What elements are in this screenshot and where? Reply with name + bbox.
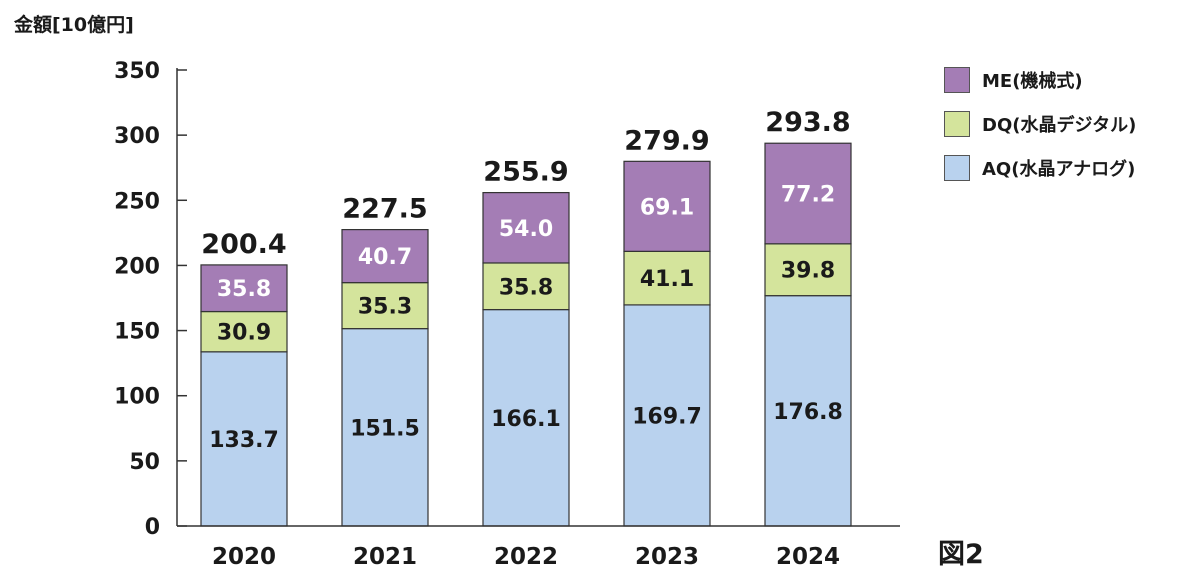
total-label-2024: 293.8 — [765, 107, 850, 138]
total-label-2023: 279.9 — [624, 125, 709, 156]
data-label-me-2024: 77.2 — [781, 183, 835, 208]
bar-segment-aq-2022 — [482, 308, 570, 527]
data-label-me-2022: 54.0 — [499, 217, 553, 242]
data-label-me-2023: 69.1 — [640, 195, 694, 220]
legend-item-dq: DQ(水晶デジタル) — [944, 110, 1136, 138]
legend-swatch-dq — [944, 111, 970, 137]
total-label-2020: 200.4 — [201, 229, 286, 260]
y-tick-label-300: 300 — [114, 124, 160, 149]
data-label-aq-2023: 169.7 — [632, 404, 702, 429]
legend-item-me: ME(機械式) — [944, 66, 1136, 94]
x-tick-label-2023: 2023 — [635, 544, 699, 570]
legend-label-me: ME(機械式) — [982, 71, 1083, 92]
bar-segment-me-2024 — [764, 142, 852, 245]
bar-segment-me-2023 — [623, 160, 711, 252]
data-label-dq-2020: 30.9 — [217, 321, 271, 346]
data-label-aq-2022: 166.1 — [491, 407, 561, 432]
x-tick-label-2020: 2020 — [212, 544, 276, 570]
x-tick-label-2024: 2024 — [776, 544, 840, 570]
bar-segment-me-2020 — [200, 264, 288, 313]
bars-group: 133.7 30.9 35.8 200.4 151.5 35.3 40.7 227.5 166.… — [200, 107, 852, 527]
y-tick-label-100: 100 — [114, 385, 160, 410]
bar-segment-dq-2023 — [623, 250, 711, 306]
total-label-2021: 227.5 — [342, 194, 427, 225]
legend-swatch-aq — [944, 155, 970, 181]
axes-group: 2020 2021 2022 2023 2024 0 50 100 150 200 250 300 35… — [114, 59, 900, 570]
x-tick-label-2021: 2021 — [353, 544, 417, 570]
bar-segment-aq-2023 — [623, 304, 711, 527]
data-label-aq-2021: 151.5 — [350, 416, 420, 441]
figure-label: 図2 — [938, 539, 984, 570]
total-label-2022: 255.9 — [483, 157, 568, 188]
bar-segment-me-2022 — [482, 191, 570, 264]
bar-segment-dq-2022 — [482, 262, 570, 311]
y-tick-label-200: 200 — [114, 254, 160, 279]
y-tick-label-0: 0 — [145, 515, 160, 540]
bar-segment-aq-2020 — [200, 351, 288, 527]
legend-label-dq: DQ(水晶デジタル) — [982, 115, 1137, 136]
bar-segment-dq-2024 — [764, 243, 852, 297]
y-tick-label-350: 350 — [114, 59, 160, 84]
data-label-aq-2020: 133.7 — [209, 428, 279, 453]
legend-swatch-me — [944, 67, 970, 93]
x-tick-label-2022: 2022 — [494, 544, 558, 570]
data-label-dq-2021: 35.3 — [358, 295, 412, 320]
y-tick-label-250: 250 — [114, 189, 160, 214]
bar-segment-aq-2024 — [764, 295, 852, 527]
data-label-me-2020: 35.8 — [217, 277, 271, 302]
data-label-aq-2024: 176.8 — [773, 400, 843, 425]
y-tick-label-150: 150 — [114, 320, 160, 345]
legend-label-aq: AQ(水晶アナログ) — [982, 159, 1136, 180]
legend-item-aq: AQ(水晶アナログ) — [944, 154, 1136, 182]
y-tick-label-50: 50 — [129, 450, 160, 475]
data-label-dq-2022: 35.8 — [499, 275, 553, 300]
legend: ME(機械式) DQ(水晶デジタル) AQ(水晶アナログ) — [944, 66, 1136, 198]
data-label-dq-2023: 41.1 — [640, 267, 694, 292]
bar-segment-me-2021 — [341, 229, 429, 284]
data-label-dq-2024: 39.8 — [781, 259, 835, 284]
y-axis-unit-label: 金額[10億円] — [14, 14, 134, 36]
data-label-me-2021: 40.7 — [358, 245, 412, 270]
